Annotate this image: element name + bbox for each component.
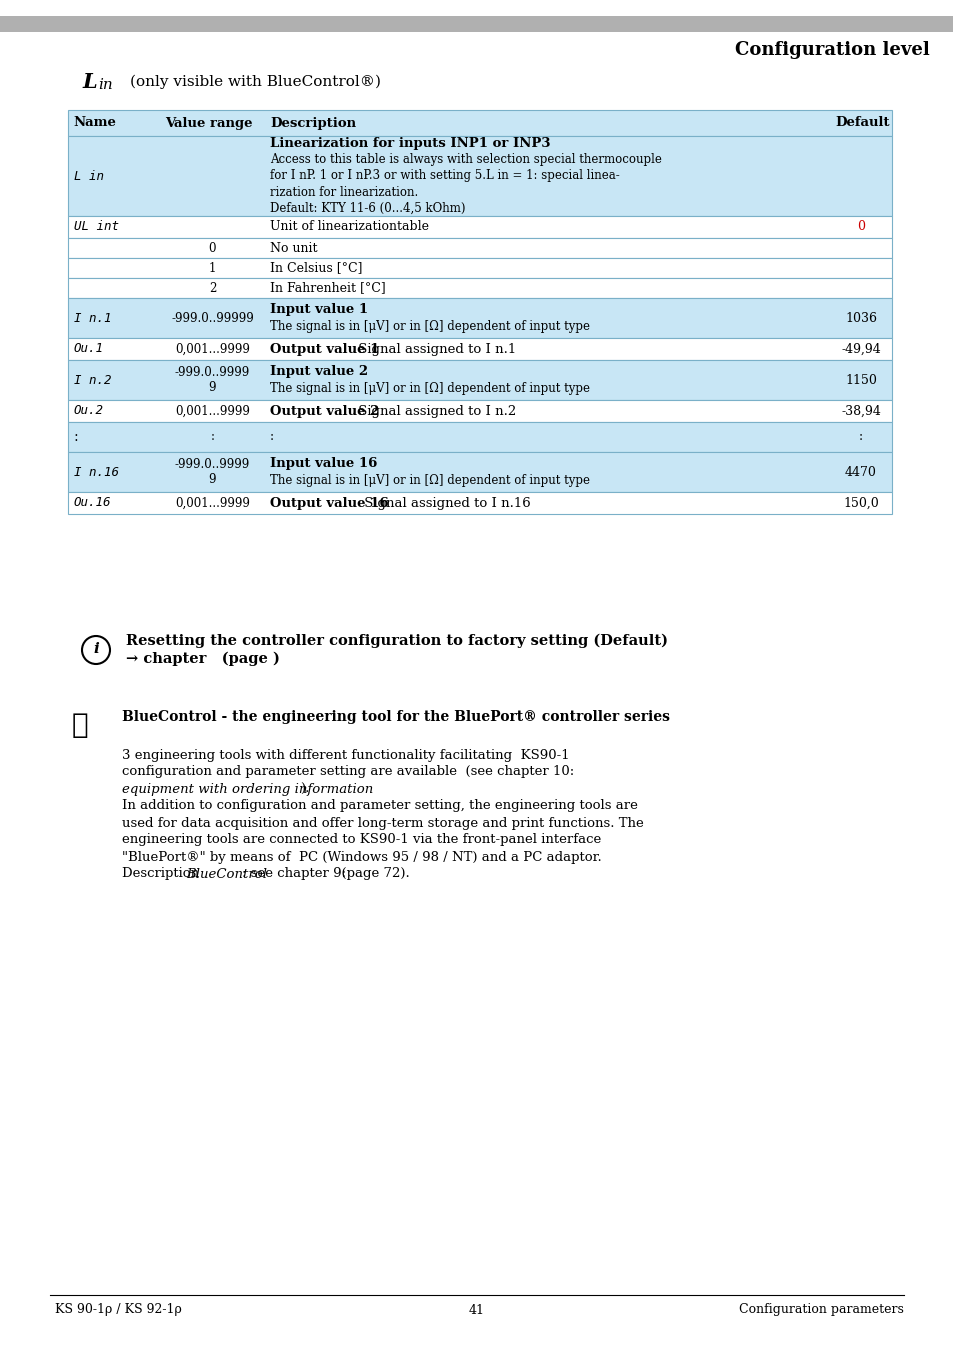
Text: I n.16: I n.16: [74, 466, 119, 478]
Text: Unit of linearizationtable: Unit of linearizationtable: [270, 220, 429, 234]
Text: (page 72).: (page 72).: [333, 868, 410, 880]
Bar: [68, 278, 891, 298]
Text: Ou.1: Ou.1: [74, 343, 104, 355]
Bar: [68, 338, 891, 360]
Text: 0,001...9999: 0,001...9999: [175, 497, 250, 509]
Text: UL int: UL int: [74, 220, 119, 234]
Text: Signal assigned to I n.2: Signal assigned to I n.2: [354, 405, 516, 417]
Text: Default: Default: [834, 116, 888, 130]
Text: -999.0..99999: -999.0..99999: [171, 312, 253, 324]
Text: Signal assigned to I n.16: Signal assigned to I n.16: [359, 497, 530, 509]
Text: :: :: [270, 431, 274, 444]
Text: 1150: 1150: [844, 374, 876, 386]
Text: L in: L in: [74, 170, 104, 182]
Text: Output value 2: Output value 2: [270, 405, 379, 417]
Text: configuration and parameter setting are available  (see chapter 10:: configuration and parameter setting are …: [122, 765, 578, 779]
Text: Linearization for inputs INP1 or INP3: Linearization for inputs INP1 or INP3: [270, 138, 550, 150]
Text: BlueControl: BlueControl: [186, 868, 267, 880]
Text: used for data acquisition and offer long-term storage and print functions. The: used for data acquisition and offer long…: [122, 817, 643, 829]
Text: Description: Description: [270, 116, 355, 130]
Text: Signal assigned to I n.1: Signal assigned to I n.1: [354, 343, 516, 355]
Text: KS 90-1ρ / KS 92-1ρ: KS 90-1ρ / KS 92-1ρ: [55, 1304, 182, 1316]
Text: 0: 0: [856, 220, 864, 234]
Text: Value range: Value range: [165, 116, 253, 130]
Text: Ou.16: Ou.16: [74, 497, 112, 509]
Text: ).: ).: [300, 783, 310, 795]
Text: In Fahrenheit [°C]: In Fahrenheit [°C]: [270, 282, 385, 294]
Text: The signal is in [μV] or in [Ω] dependent of input type: The signal is in [μV] or in [Ω] dependen…: [270, 382, 589, 396]
Text: Default: KTY 11-6 (0...4,5 kOhm): Default: KTY 11-6 (0...4,5 kOhm): [270, 201, 465, 215]
Text: :: :: [74, 431, 78, 444]
Text: 4470: 4470: [844, 466, 876, 478]
Text: 3 engineering tools with different functionality facilitating  KS90-1: 3 engineering tools with different funct…: [122, 748, 569, 761]
Text: "BluePort®" by means of  PC (Windows 95 / 98 / NT) and a PC adaptor.: "BluePort®" by means of PC (Windows 95 /…: [122, 850, 601, 864]
Text: No unit: No unit: [270, 242, 317, 255]
Text: 1036: 1036: [844, 312, 876, 324]
Text: The signal is in [μV] or in [Ω] dependent of input type: The signal is in [μV] or in [Ω] dependen…: [270, 320, 589, 333]
Text: -38,94: -38,94: [841, 405, 880, 417]
Text: → chapter   (page ): → chapter (page ): [126, 652, 279, 666]
Bar: [68, 109, 891, 136]
Text: :: :: [858, 431, 862, 444]
Bar: [68, 423, 891, 452]
Text: Output value 16: Output value 16: [270, 497, 388, 509]
Text: 0,001...9999: 0,001...9999: [175, 405, 250, 417]
Text: The signal is in [μV] or in [Ω] dependent of input type: The signal is in [μV] or in [Ω] dependen…: [270, 474, 589, 487]
Text: i: i: [93, 643, 99, 656]
Text: Description: Description: [122, 868, 203, 880]
Text: 2: 2: [209, 282, 216, 294]
Text: 150,0: 150,0: [842, 497, 878, 509]
Text: Access to this table is always with selection special thermocouple: Access to this table is always with sele…: [270, 154, 661, 166]
Text: -999.0..9999
9: -999.0..9999 9: [174, 366, 250, 394]
Text: 1: 1: [209, 262, 216, 274]
Text: Output value 1: Output value 1: [270, 343, 379, 355]
Text: Configuration parameters: Configuration parameters: [739, 1304, 903, 1316]
Text: -49,94: -49,94: [841, 343, 880, 355]
Text: for I nP. 1 or I nP.3 or with setting 5.L in = 1: special linea-: for I nP. 1 or I nP.3 or with setting 5.…: [270, 170, 619, 182]
Text: BlueControl - the engineering tool for the BluePort® controller series: BlueControl - the engineering tool for t…: [122, 710, 669, 724]
Text: engineering tools are connected to KS90-1 via the front-panel interface: engineering tools are connected to KS90-…: [122, 833, 600, 846]
Text: 👉: 👉: [71, 711, 89, 738]
Text: 0: 0: [209, 242, 216, 255]
Text: L: L: [82, 72, 96, 92]
Text: Input value 2: Input value 2: [270, 364, 368, 378]
Text: : see chapter 9:: : see chapter 9:: [242, 868, 351, 880]
Text: Input value 16: Input value 16: [270, 456, 377, 470]
Bar: [68, 400, 891, 423]
Text: In addition to configuration and parameter setting, the engineering tools are: In addition to configuration and paramet…: [122, 799, 638, 813]
Text: Configuration level: Configuration level: [735, 40, 929, 59]
Bar: [68, 298, 891, 338]
Text: Resetting the controller configuration to factory setting (Default): Resetting the controller configuration t…: [126, 633, 667, 648]
Bar: [0, 16, 953, 32]
Bar: [68, 238, 891, 258]
Text: in: in: [98, 78, 112, 92]
Text: -999.0..9999
9: -999.0..9999 9: [174, 458, 250, 486]
Bar: [68, 491, 891, 514]
Bar: [68, 216, 891, 238]
Text: Input value 1: Input value 1: [270, 302, 368, 316]
Bar: [68, 360, 891, 400]
Text: I n.2: I n.2: [74, 374, 112, 386]
Text: I n.1: I n.1: [74, 312, 112, 324]
Text: Ou.2: Ou.2: [74, 405, 104, 417]
Text: In Celsius [°C]: In Celsius [°C]: [270, 262, 362, 274]
Text: equipment with ordering information: equipment with ordering information: [122, 783, 373, 795]
Text: :: :: [211, 431, 214, 444]
Text: (only visible with BlueControl®): (only visible with BlueControl®): [130, 74, 380, 89]
Text: rization for linearization.: rization for linearization.: [270, 185, 417, 198]
Text: Name: Name: [73, 116, 115, 130]
Text: 0,001...9999: 0,001...9999: [175, 343, 250, 355]
Bar: [68, 136, 891, 216]
Text: 41: 41: [469, 1304, 484, 1316]
Bar: [68, 452, 891, 491]
Bar: [68, 258, 891, 278]
